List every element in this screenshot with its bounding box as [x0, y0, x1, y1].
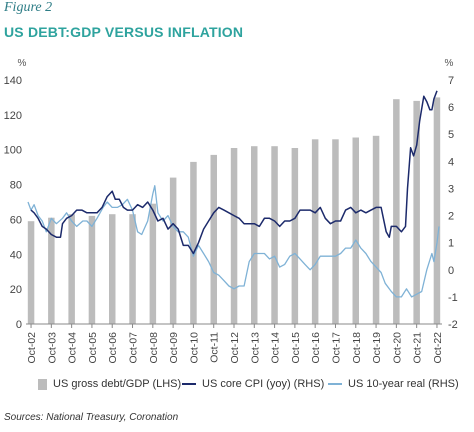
right-tick-label: 2 [448, 211, 454, 223]
right-tick-label: 4 [448, 156, 454, 168]
debt-bar [88, 215, 96, 324]
legend-label-debt: US gross debt/GDP (LHS) [53, 378, 182, 390]
debt-bar [271, 146, 278, 324]
x-tick-label: Oct-17 [331, 332, 343, 364]
x-tick-label: Oct-11 [209, 332, 221, 363]
debt-bar [109, 214, 116, 324]
left-tick-label: 140 [4, 75, 22, 87]
x-tick-label: Oct-15 [290, 332, 302, 364]
x-tick-label: Oct-16 [310, 332, 322, 364]
legend-item-10y-real: US 10-year real (RHS) [328, 378, 459, 390]
debt-bar [413, 100, 420, 325]
debt-bar [433, 97, 441, 325]
x-tick-label: Oct-08 [148, 332, 160, 364]
x-tick-label: Oct-10 [188, 332, 200, 364]
debt-bar [230, 148, 238, 324]
chart-canvas: %% 0 20 40 60 80 100 120 140 -2 -1 0 1 2 3 4 5 6 7 Oct-0… [4, 58, 458, 364]
right-tick-label: -1 [448, 292, 458, 304]
legend: US gross debt/GDP (LHS) US core CPI (yoy… [0, 378, 474, 394]
legend-item-debt: US gross debt/GDP (LHS) [38, 378, 181, 390]
source-note: Sources: National Treasury, Coronation [4, 412, 179, 423]
debt-bar [251, 146, 258, 324]
left-tick-label: 40 [10, 249, 22, 261]
debt-bar [149, 203, 157, 324]
debt-bar [68, 214, 75, 324]
x-tick-label: Oct-07 [128, 332, 140, 364]
left-axis-unit: % [18, 58, 27, 69]
right-tick-label: 6 [448, 102, 454, 114]
x-tick-label: Oct-21 [412, 332, 424, 364]
left-tick-label: 60 [10, 214, 22, 226]
left-tick-label: 100 [4, 145, 22, 157]
x-tick-label: Oct-02 [26, 332, 38, 364]
x-tick-label: Oct-04 [67, 332, 79, 364]
debt-bar [393, 99, 400, 324]
left-tick-label: 20 [10, 284, 22, 296]
x-tick-label: Oct-20 [391, 332, 403, 364]
debt-bar [169, 177, 177, 324]
x-tick-label: Oct-19 [371, 332, 383, 364]
x-tick-label: Oct-06 [107, 332, 119, 364]
right-tick-label: 3 [448, 183, 454, 195]
x-tick-label: Oct-13 [249, 332, 261, 364]
right-tick-label: 5 [448, 129, 454, 141]
x-tick-label: Oct-05 [87, 332, 99, 364]
legend-label-core-cpi: US core CPI (yoy) (RHS) [202, 378, 325, 390]
x-tick-label: Oct-09 [168, 332, 180, 364]
left-tick-label: 120 [4, 110, 22, 122]
debt-bar [27, 221, 35, 324]
right-tick-label: -2 [448, 319, 458, 331]
debt-bar [190, 161, 197, 324]
right-tick-label: 0 [448, 265, 454, 277]
legend-swatch-core-cpi [182, 383, 196, 385]
legend-label-10y-real: US 10-year real (RHS) [348, 378, 459, 390]
x-tick-label: Oct-03 [46, 332, 58, 364]
debt-bar [291, 148, 299, 324]
chart-title: US DEBT:GDP VERSUS INFLATION [4, 24, 244, 40]
left-tick-label: 0 [16, 319, 22, 331]
right-tick-label: 1 [448, 238, 454, 250]
x-tick-label: Oct-12 [229, 332, 241, 364]
right-axis-unit: % [445, 58, 454, 69]
series-line-10y-real [27, 185, 440, 298]
right-tick-label: 7 [448, 75, 454, 87]
x-tick-label: Oct-22 [432, 332, 444, 364]
debt-bar [332, 139, 339, 324]
debt-bar [372, 135, 380, 324]
debt-bar [210, 154, 217, 324]
left-tick-label: 80 [10, 180, 22, 192]
legend-swatch-10y-real [328, 383, 342, 385]
debt-bar [129, 214, 136, 324]
legend-swatch-debt [38, 378, 47, 390]
debt-bar [311, 139, 319, 324]
figure-label: Figure 2 [4, 0, 53, 15]
x-tick-label: Oct-18 [351, 332, 363, 364]
x-tick-label: Oct-14 [270, 332, 282, 364]
series-line-core-cpi [30, 90, 438, 255]
debt-bar [352, 137, 359, 324]
legend-item-core-cpi: US core CPI (yoy) (RHS) [182, 378, 324, 390]
debt-bar [48, 217, 55, 324]
